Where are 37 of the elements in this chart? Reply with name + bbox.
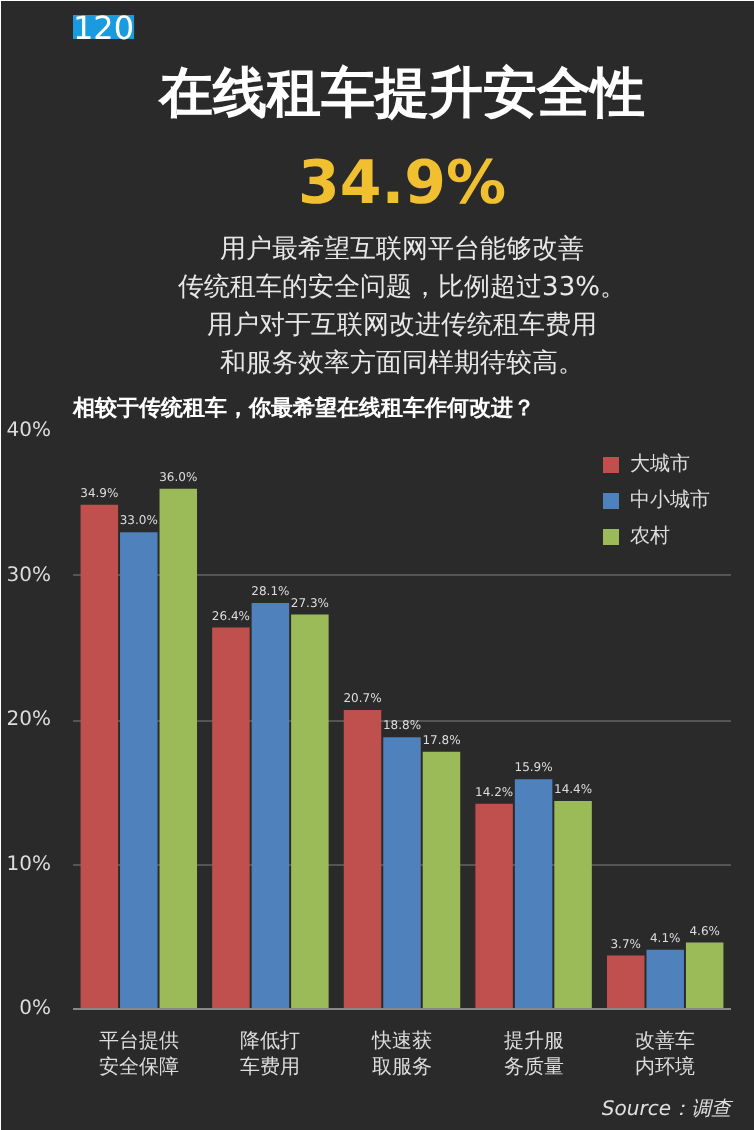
chart-subtitle: 相较于传统租车，你最希望在线租车作何改进？ xyxy=(71,395,535,421)
bar xyxy=(646,949,684,1009)
bar xyxy=(159,488,198,1009)
bar xyxy=(251,602,290,1009)
x-tick-label: 降低打车费用 xyxy=(240,1029,301,1080)
bar xyxy=(422,751,461,1009)
text: 用户最希望互联网平台能够改善 xyxy=(220,233,584,265)
bar xyxy=(212,627,250,1009)
x-tick-label: 平台提供安全保障 xyxy=(98,1029,179,1080)
y-tick-label: 10% xyxy=(6,853,52,876)
bar xyxy=(606,955,645,1009)
legend-label: 农村 xyxy=(630,523,670,550)
source-note: Source：调查 xyxy=(601,1097,735,1121)
y-tick-label: 30% xyxy=(6,564,52,587)
bar xyxy=(343,709,382,1009)
y-tick-label: 40% xyxy=(6,420,52,442)
text: 34.9% xyxy=(297,149,507,219)
chart-title: 在线租车提升安全性 xyxy=(157,63,645,125)
bar xyxy=(685,942,724,1009)
x-tick-label: 改善车内环境 xyxy=(635,1029,696,1080)
text: 传统租车的安全问题，比例超过33%。 xyxy=(178,271,626,303)
bar xyxy=(80,504,119,1009)
bar xyxy=(514,779,553,1009)
bar xyxy=(291,614,329,1009)
text: 和服务效率方面同样期待较高。 xyxy=(220,347,584,379)
legend-label: 中小城市 xyxy=(630,487,710,514)
bar xyxy=(120,532,158,1009)
legend-label: 大城市 xyxy=(630,451,690,478)
bar xyxy=(475,803,513,1009)
x-tick-label: 快速获取服务 xyxy=(370,1029,432,1080)
text: 120 xyxy=(73,9,135,47)
y-tick-label: 20% xyxy=(6,709,52,731)
x-tick-label: 提升服务质量 xyxy=(503,1029,564,1080)
y-tick-label: 0% xyxy=(19,998,52,1020)
text: 用户对于互联网改进传统租车费用 xyxy=(207,311,597,341)
bar xyxy=(554,800,592,1009)
bar xyxy=(383,737,421,1009)
